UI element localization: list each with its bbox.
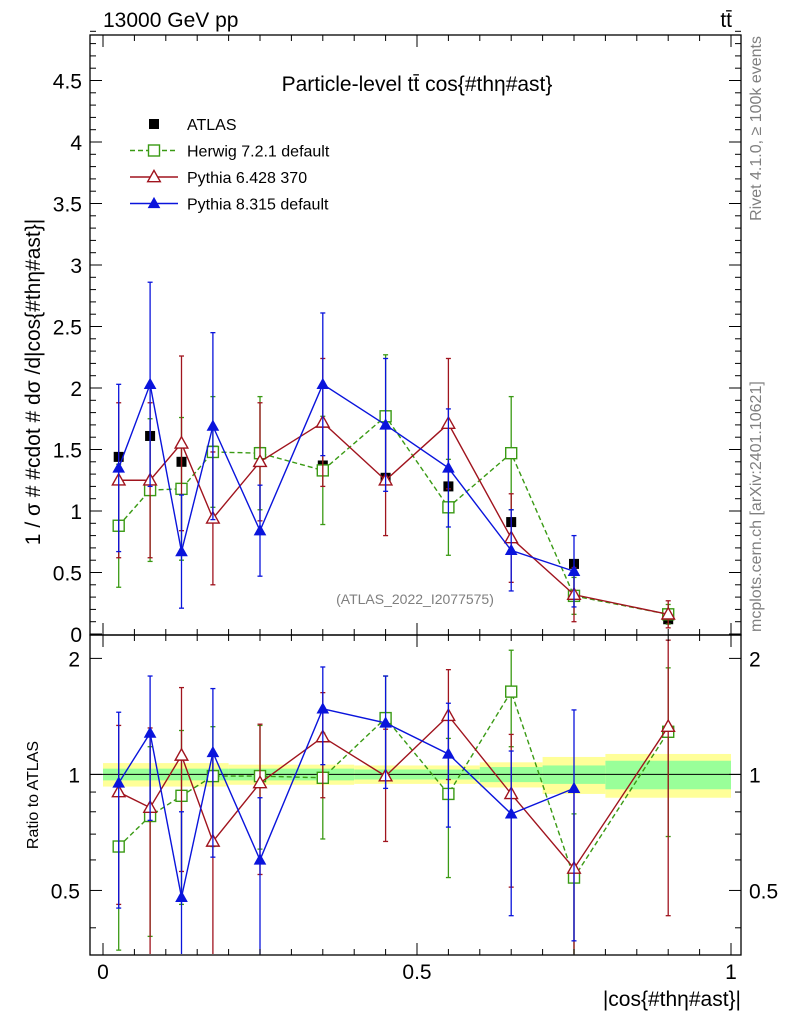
main-point-3-7 bbox=[442, 461, 455, 473]
ratio-ytick-label-left-1: 1 bbox=[68, 764, 80, 787]
xtick-label-0: 0 bbox=[97, 961, 109, 984]
legend-entry-2: Pythia 6.428 370 bbox=[130, 168, 307, 187]
main-point-2-10 bbox=[660, 606, 676, 620]
main-point-2-2 bbox=[173, 435, 190, 449]
ratio-ytick-label-right-2: 2 bbox=[749, 648, 761, 671]
main-point-3-1 bbox=[143, 377, 157, 389]
legend-marker-1 bbox=[147, 144, 161, 157]
ratio-series-2 bbox=[112, 666, 581, 954]
side-label-mcplots: mcplots.cern.ch [arXiv:2401.10621] bbox=[748, 381, 765, 632]
main-line-3 bbox=[118, 381, 575, 572]
legend-label-2: Pythia 6.428 370 bbox=[187, 170, 307, 187]
main-point-2-4 bbox=[252, 453, 268, 468]
ratio-point-2-4 bbox=[253, 853, 267, 865]
ratio-point-2-5 bbox=[316, 702, 330, 714]
legend-marker-3 bbox=[147, 196, 161, 209]
main-point-3-9 bbox=[567, 564, 581, 576]
main-point-3-8 bbox=[504, 543, 518, 556]
y-axis-label: 1 / σ # #cdot # dσ /d|cos{#thη#ast}| bbox=[22, 219, 45, 545]
legend-label-1: Herwig 7.2.1 default bbox=[187, 144, 330, 161]
ratio-point-2-0 bbox=[112, 776, 126, 788]
ratio-point-2-3 bbox=[206, 745, 220, 758]
ratio-point-2-7 bbox=[442, 747, 455, 759]
ratio-axes: 0.5 0.5 1 1 2 2 0 0.5 1 bbox=[51, 635, 778, 984]
xtick-label-1: 0.5 bbox=[402, 961, 431, 984]
main-ytick-label-2: 1 bbox=[70, 501, 82, 524]
main-ytick-label-7: 3.5 bbox=[53, 194, 82, 217]
header-right: tt̄ bbox=[720, 9, 732, 32]
main-ytick-label-9: 4.5 bbox=[53, 71, 82, 94]
main-point-3-3 bbox=[206, 419, 220, 431]
legend-marker-2 bbox=[146, 168, 162, 183]
ratio-point-2-1 bbox=[143, 726, 157, 738]
main-ytick-label-6: 3 bbox=[70, 255, 82, 278]
ratio-ytick-label-right-1: 1 bbox=[749, 764, 761, 787]
main-ytick-label-3: 1.5 bbox=[53, 440, 82, 463]
ratio-y-axis-label: Ratio to ATLAS bbox=[25, 741, 42, 849]
legend-entry-3: Pythia 8.315 default bbox=[130, 197, 329, 214]
main-line-1 bbox=[118, 415, 669, 616]
main-point-3-6 bbox=[379, 418, 392, 430]
main-series-layer bbox=[111, 281, 676, 629]
main-ytick-label-1: 0.5 bbox=[53, 563, 82, 586]
main-ytick-label-0: 0 bbox=[70, 624, 82, 647]
main-point-3-2 bbox=[175, 544, 188, 557]
legend-entry-1: Herwig 7.2.1 default bbox=[130, 144, 330, 161]
main-axes: 0 0.5 1 1.5 2 2.5 3 3.5 4 4.5 bbox=[53, 30, 741, 647]
ratio-ytick-label-right-0: 0.5 bbox=[749, 880, 778, 903]
main-ytick-label-4: 2 bbox=[70, 378, 82, 401]
legend-entry-0: ATLAS bbox=[149, 117, 237, 134]
ratio-point-1-2 bbox=[173, 747, 190, 761]
ratio-panel: 0.5 0.5 1 1 2 2 0 0.5 1 Ratio to ATLAS bbox=[25, 634, 778, 984]
legend-label-0: ATLAS bbox=[187, 117, 237, 134]
main-point-1-8 bbox=[505, 446, 518, 460]
ratio-ytick-label-left-2: 2 bbox=[68, 648, 80, 671]
chart-title: Particle-level tt̄ cos{#thη#ast} bbox=[282, 73, 553, 96]
main-panel: Particle-level tt̄ cos{#thη#ast} (ATLAS_… bbox=[22, 30, 742, 647]
ratio-point-2-6 bbox=[379, 716, 392, 728]
ratio-point-2-8 bbox=[504, 807, 518, 819]
ratio-point-1-10 bbox=[660, 718, 676, 733]
header-left: 13000 GeV pp bbox=[103, 9, 238, 32]
watermark: (ATLAS_2022_I2077575) bbox=[336, 591, 494, 607]
ratio-point-0-8 bbox=[505, 685, 518, 698]
x-axis-label: |cos{#thη#ast}| bbox=[603, 988, 741, 1011]
legend-marker-0 bbox=[149, 119, 159, 129]
xtick-label-2: 1 bbox=[725, 961, 737, 984]
ratio-point-2-2 bbox=[175, 890, 188, 902]
ratio-point-1-4 bbox=[252, 774, 268, 789]
legend-label-3: Pythia 8.315 default bbox=[187, 197, 329, 214]
ratio-frame bbox=[89, 634, 742, 956]
main-point-3-5 bbox=[316, 377, 330, 389]
ratio-point-2-9 bbox=[567, 781, 581, 794]
side-label-rivet: Rivet 4.1.0, ≥ 100k events bbox=[748, 36, 765, 221]
ratio-series-layer bbox=[111, 639, 676, 954]
main-point-3-4 bbox=[253, 524, 267, 536]
ratio-line-2 bbox=[118, 707, 575, 898]
main-series-3 bbox=[112, 281, 581, 609]
legend: ATLAS Herwig 7.2.1 default Pythia 6.428 37… bbox=[130, 117, 330, 214]
main-point-3-0 bbox=[112, 461, 126, 473]
main-ytick-label-5: 2.5 bbox=[53, 317, 82, 340]
main-ytick-label-8: 4 bbox=[70, 132, 82, 155]
ratio-ytick-label-left-0: 0.5 bbox=[51, 880, 80, 903]
